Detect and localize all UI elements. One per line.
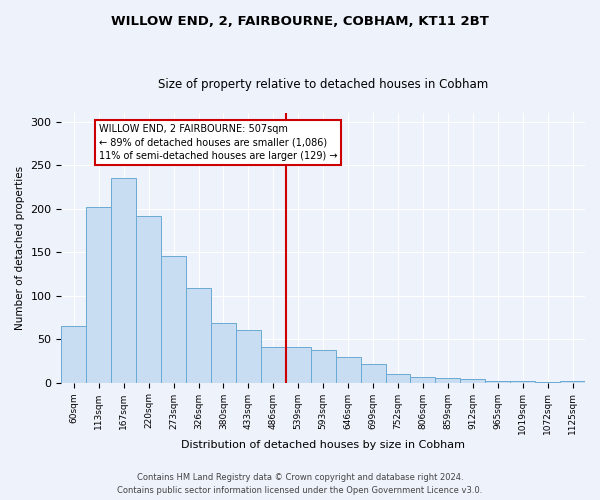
Bar — [236, 330, 261, 382]
Bar — [211, 324, 236, 382]
Bar — [136, 216, 161, 382]
Bar — [161, 256, 186, 382]
Bar — [510, 381, 535, 382]
Bar — [61, 326, 86, 382]
Bar — [410, 378, 436, 382]
Bar — [86, 207, 111, 382]
Bar — [335, 356, 361, 382]
Text: WILLOW END, 2 FAIRBOURNE: 507sqm
← 89% of detached houses are smaller (1,086)
11: WILLOW END, 2 FAIRBOURNE: 507sqm ← 89% o… — [99, 124, 337, 160]
Bar — [460, 379, 485, 382]
Bar — [560, 381, 585, 382]
Bar — [361, 364, 386, 382]
Bar — [286, 347, 311, 382]
Title: Size of property relative to detached houses in Cobham: Size of property relative to detached ho… — [158, 78, 488, 91]
Y-axis label: Number of detached properties: Number of detached properties — [15, 166, 25, 330]
Bar — [485, 381, 510, 382]
X-axis label: Distribution of detached houses by size in Cobham: Distribution of detached houses by size … — [181, 440, 465, 450]
Bar — [261, 347, 286, 382]
Text: WILLOW END, 2, FAIRBOURNE, COBHAM, KT11 2BT: WILLOW END, 2, FAIRBOURNE, COBHAM, KT11 … — [111, 15, 489, 28]
Bar — [311, 350, 335, 382]
Text: Contains HM Land Registry data © Crown copyright and database right 2024.
Contai: Contains HM Land Registry data © Crown c… — [118, 474, 482, 495]
Bar — [436, 378, 460, 382]
Bar — [111, 178, 136, 382]
Bar — [186, 288, 211, 382]
Bar — [386, 374, 410, 382]
